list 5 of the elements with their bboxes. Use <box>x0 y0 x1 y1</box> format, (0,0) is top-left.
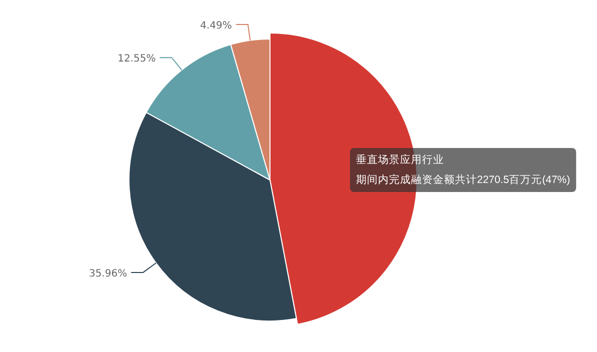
slice-label: 垂直场景应用行业 <box>356 153 444 166</box>
data-label: 35.96% <box>88 268 128 280</box>
data-label: 4.49% <box>200 20 232 32</box>
tooltip: 垂直场景应用行业 期间内完成融资金额共计2270.5百万元(47%) <box>350 148 576 192</box>
data-label: 12.55% <box>118 54 156 65</box>
